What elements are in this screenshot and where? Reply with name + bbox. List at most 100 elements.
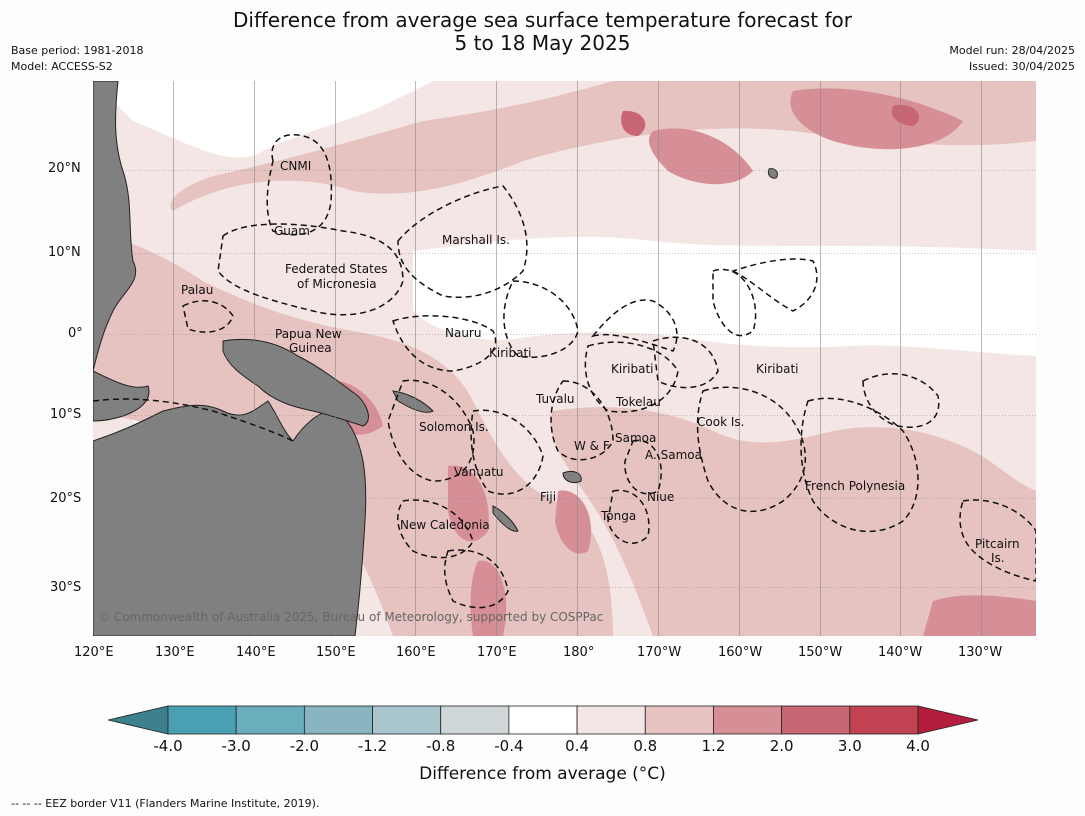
lon-label-130w: 130°W [958,645,1003,660]
map-title-line2: 5 to 18 May 2025 [454,31,631,55]
colorbar-label: Difference from average (°C) [419,764,666,784]
model-run: Model run: 28/04/2025 [949,44,1075,57]
label-french-polynesia: French Polynesia [805,479,906,493]
lon-label-140e: 140°E [236,645,276,660]
model-name: Model: ACCESS-S2 [11,60,113,73]
colorbar-tick-label: 0.4 [565,737,590,755]
eez-footnote: -- -- -- EEZ border V11 (Flanders Marine… [11,797,320,810]
label-niue: Niue [647,490,675,504]
lat-label-20n: 20°N [48,161,81,176]
land-hawaii [767,168,778,179]
lon-label-140w: 140°W [878,645,923,660]
label-vanuatu: Vanuatu [454,465,504,479]
lon-label-150e: 150°E [316,645,356,660]
colorbar-swatch [849,705,919,735]
label-new-caledonia: New Caledonia [400,518,490,532]
colorbar-tick-label: -0.8 [426,737,456,755]
label-kiribati-central: Kiribati [611,362,654,376]
lon-label-170w: 170°W [637,645,682,660]
lon-label-180: 180° [563,645,595,660]
colorbar-tick-label: -0.4 [494,737,524,755]
label-cook-islands: Cook Is. [697,415,745,429]
anomaly-region-neutral-north [93,81,433,158]
land-new-guinea [222,338,369,427]
anomaly-hotspot-6 [470,560,507,636]
label-fsm-line2: of Micronesia [297,277,377,291]
lat-label-20s: 20°S [50,491,82,506]
lat-label-equator: 0° [68,326,83,341]
lon-label-170e: 170°E [477,645,517,660]
colorbar-swatch [235,705,305,735]
colorbar-tick-label: 4.0 [906,737,930,755]
anomaly-hotspot-4 [448,465,489,542]
colorbar-swatch [644,705,714,735]
label-american-samoa: A. Samoa [645,448,702,462]
label-palau: Palau [181,283,214,297]
colorbar [108,705,978,735]
colorbar-tick-label: -1.2 [357,737,388,755]
colorbar-extend-low [108,705,169,735]
land-solomon [392,390,434,413]
land-borneo-sulawesi [93,370,150,422]
lon-label-120e: 120°E [74,645,114,660]
anomaly-hotspot-5 [555,490,592,554]
land-australia [93,400,367,636]
label-marshall-islands: Marshall Is. [442,233,510,247]
label-fsm-line1: Federated States [285,262,388,276]
colorbar-swatch [303,705,373,735]
label-png-line1: Papua New [275,327,342,341]
land-indonesia-philippines [93,81,137,372]
label-wallis-futuna: W & F [574,439,610,453]
lat-label-10s: 10°S [50,407,82,422]
colorbar-swatch [508,705,578,735]
label-solomon-islands: Solomon Is. [419,420,489,434]
issued-date: Issued: 30/04/2025 [968,60,1075,73]
lon-label-160e: 160°E [396,645,436,660]
colorbar-swatch [372,705,442,735]
lat-label-10n: 10°N [48,245,81,260]
label-cnmi: CNMI [280,159,312,173]
anomaly-region-medium-central [550,407,1036,636]
colorbar-tick-label: 1.2 [701,737,726,755]
label-pitcairn-line2: Is. [991,551,1005,565]
anomaly-hotspot-9 [891,105,920,126]
anomaly-hotspot-7 [923,595,1036,636]
label-png-line2: Guinea [289,341,332,355]
lat-label-30s: 30°S [50,580,82,595]
label-pitcairn-line1: Pitcairn [975,537,1020,551]
map-canvas [93,81,1036,636]
anomaly-region-neutral-equator [413,236,1036,356]
anomaly-hotspot-8 [621,110,646,136]
colorbar-tick-label: 3.0 [837,737,862,755]
gridlines [93,81,1036,636]
colorbar-tick-label: -2.0 [289,737,319,755]
label-kiribati-east: Kiribati [756,362,799,376]
lon-label-130e: 130°E [155,645,195,660]
label-tuvalu: Tuvalu [536,392,575,406]
label-kiribati-west: Kiribati [489,346,532,360]
land-new-caledonia [492,505,519,532]
colorbar-tick-label: -4.0 [153,737,183,755]
copyright-notice: © Commonwealth of Australia 2025, Bureau… [98,610,604,624]
eez-borders [93,134,1036,609]
colorbar-swatch [576,705,646,735]
anomaly-hotspot-2 [790,88,963,150]
colorbar-swatch [713,705,783,735]
base-period: Base period: 1981-2018 [11,44,144,57]
label-samoa: Samoa [615,431,657,445]
label-tokelau: Tokelau [616,395,661,409]
sst-anomaly-map: CNMI Guam Marshall Is. Federated States … [93,81,1036,636]
label-nauru: Nauru [445,326,482,340]
map-title-line1: Difference from average sea surface temp… [232,8,852,32]
land-fiji [562,470,582,484]
colorbar-tick-label: 2.0 [769,737,794,755]
colorbar-swatch [781,705,851,735]
lon-label-160w: 160°W [718,645,763,660]
colorbar-tick-label: -3.0 [221,737,251,755]
label-guam: Guam [274,224,310,238]
label-fiji: Fiji [540,490,557,504]
lon-label-150w: 150°W [798,645,843,660]
colorbar-extend-high [917,705,978,735]
label-tonga: Tonga [601,509,637,523]
colorbar-swatch [440,705,510,735]
